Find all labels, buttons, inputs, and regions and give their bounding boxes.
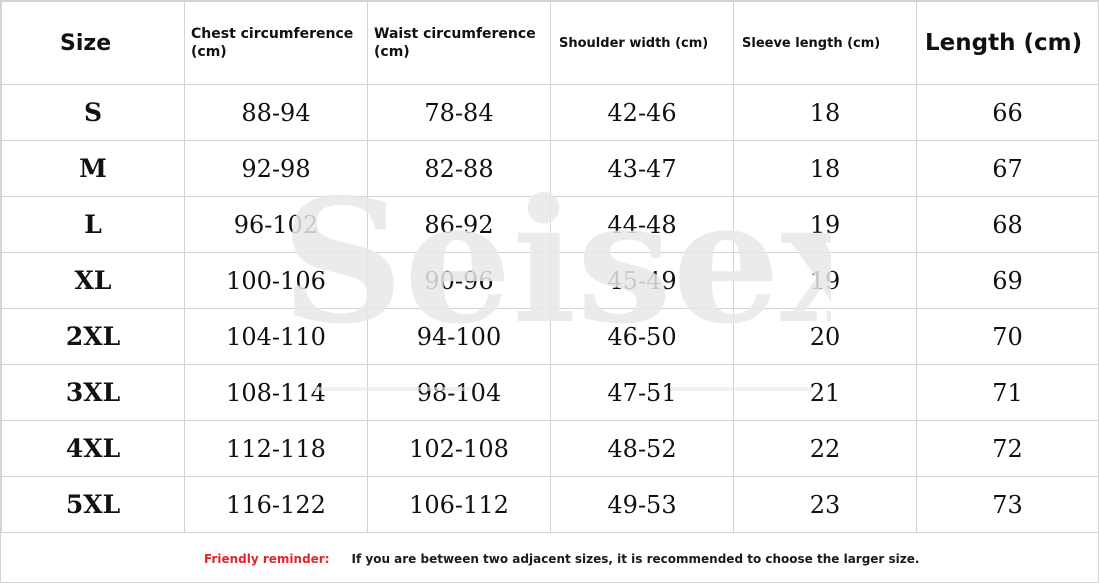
measurement-cell: 90-96 xyxy=(367,252,551,309)
table-row: XL 100-106 90-96 45-49 19 69 xyxy=(1,252,1099,309)
measurement-cell: 48-52 xyxy=(550,420,734,477)
measurement-cell: 96-102 xyxy=(184,196,368,253)
reminder-label: Friendly reminder: xyxy=(204,551,330,566)
measurement-cell: 47-51 xyxy=(550,364,734,421)
measurement-cell: 102-108 xyxy=(367,420,551,477)
table-row: 3XL 108-114 98-104 47-51 21 71 xyxy=(1,364,1099,421)
size-label-cell: M xyxy=(1,140,185,197)
table-row: L 96-102 86-92 44-48 19 68 xyxy=(1,196,1099,253)
size-label-cell: 4XL xyxy=(1,420,185,477)
measurement-cell: 98-104 xyxy=(367,364,551,421)
measurement-cell: 66 xyxy=(916,84,1099,141)
measurement-cell: 78-84 xyxy=(367,84,551,141)
measurement-cell: 19 xyxy=(733,196,917,253)
measurement-cell: 21 xyxy=(733,364,917,421)
measurement-cell: 112-118 xyxy=(184,420,368,477)
measurement-cell: 92-98 xyxy=(184,140,368,197)
measurement-cell: 69 xyxy=(916,252,1099,309)
measurement-cell: 86-92 xyxy=(367,196,551,253)
measurement-cell: 94-100 xyxy=(367,308,551,365)
measurement-cell: 19 xyxy=(733,252,917,309)
measurement-cell: 23 xyxy=(733,476,917,533)
measurement-cell: 100-106 xyxy=(184,252,368,309)
measurement-cell: 106-112 xyxy=(367,476,551,533)
size-label-cell: 5XL xyxy=(1,476,185,533)
size-label-cell: XL xyxy=(1,252,185,309)
table-row: M 92-98 82-88 43-47 18 67 xyxy=(1,140,1099,197)
measurement-cell: 42-46 xyxy=(550,84,734,141)
measurement-cell: 18 xyxy=(733,84,917,141)
measurement-cell: 72 xyxy=(916,420,1099,477)
measurement-cell: 82-88 xyxy=(367,140,551,197)
measurement-cell: 68 xyxy=(916,196,1099,253)
size-label-cell: 2XL xyxy=(1,308,185,365)
measurement-cell: 104-110 xyxy=(184,308,368,365)
header-size: Size xyxy=(1,1,185,85)
measurement-cell: 73 xyxy=(916,476,1099,533)
measurement-cell: 49-53 xyxy=(550,476,734,533)
header-waist: Waist circumference (cm) xyxy=(367,1,551,85)
measurement-cell: 108-114 xyxy=(184,364,368,421)
header-row: Size Chest circumference (cm) Waist circ… xyxy=(1,1,1099,85)
measurement-cell: 20 xyxy=(733,308,917,365)
measurement-cell: 18 xyxy=(733,140,917,197)
header-shoulder: Shoulder width (cm) xyxy=(550,1,734,85)
size-label-cell: L xyxy=(1,196,185,253)
header-chest: Chest circumference (cm) xyxy=(184,1,368,85)
measurement-cell: 46-50 xyxy=(550,308,734,365)
table-row: 2XL 104-110 94-100 46-50 20 70 xyxy=(1,308,1099,365)
measurement-cell: 71 xyxy=(916,364,1099,421)
table-row: 4XL 112-118 102-108 48-52 22 72 xyxy=(1,420,1099,477)
measurement-cell: 43-47 xyxy=(550,140,734,197)
size-label-cell: 3XL xyxy=(1,364,185,421)
header-sleeve: Sleeve length (cm) xyxy=(733,1,917,85)
measurement-cell: 45-49 xyxy=(550,252,734,309)
footer-reminder: Friendly reminder: If you are between tw… xyxy=(1,534,1098,583)
size-label-cell: S xyxy=(1,84,185,141)
header-length: Length (cm) xyxy=(916,1,1099,85)
size-table: Size Chest circumference (cm) Waist circ… xyxy=(1,1,1099,533)
measurement-cell: 67 xyxy=(916,140,1099,197)
measurement-cell: 70 xyxy=(916,308,1099,365)
reminder-text: If you are between two adjacent sizes, i… xyxy=(351,551,920,566)
table-body: S 88-94 78-84 42-46 18 66 M 92-98 82-88 43-47 18 67… xyxy=(1,84,1099,533)
measurement-cell: 88-94 xyxy=(184,84,368,141)
measurement-cell: 22 xyxy=(733,420,917,477)
table-row: S 88-94 78-84 42-46 18 66 xyxy=(1,84,1099,141)
measurement-cell: 116-122 xyxy=(184,476,368,533)
table-row: 5XL 116-122 106-112 49-53 23 73 xyxy=(1,476,1099,533)
measurement-cell: 44-48 xyxy=(550,196,734,253)
